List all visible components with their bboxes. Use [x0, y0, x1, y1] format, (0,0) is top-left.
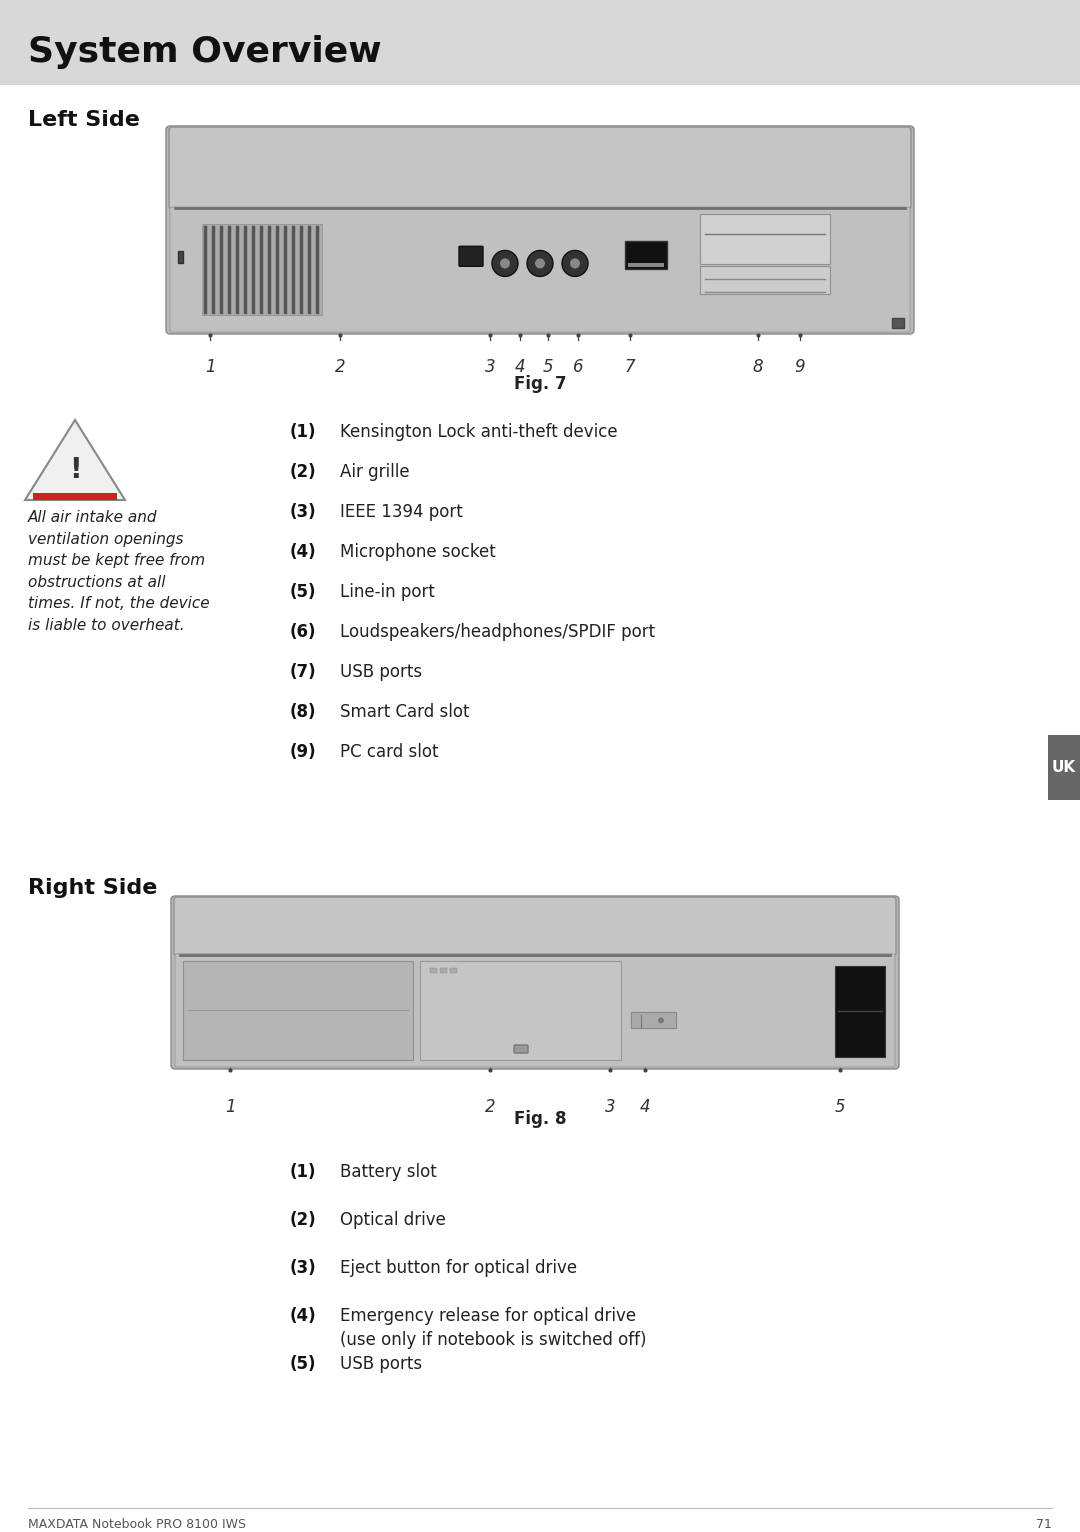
- Text: Fig. 7: Fig. 7: [514, 375, 566, 394]
- FancyBboxPatch shape: [170, 207, 910, 332]
- Text: Air grille: Air grille: [340, 463, 409, 481]
- Bar: [202, 224, 322, 316]
- Text: (6): (6): [291, 624, 316, 640]
- FancyBboxPatch shape: [166, 126, 914, 334]
- Circle shape: [500, 259, 510, 268]
- Text: 7: 7: [624, 358, 635, 375]
- Bar: [892, 319, 904, 328]
- Polygon shape: [25, 420, 125, 499]
- Polygon shape: [33, 493, 117, 499]
- Text: 3: 3: [605, 1098, 616, 1115]
- FancyBboxPatch shape: [514, 1045, 528, 1052]
- Bar: [440, 968, 447, 973]
- Text: Eject button for optical drive: Eject button for optical drive: [340, 1259, 577, 1278]
- Text: USB ports: USB ports: [340, 663, 422, 682]
- Text: (2): (2): [291, 463, 316, 481]
- Bar: [183, 961, 413, 1060]
- Circle shape: [527, 250, 553, 276]
- Circle shape: [658, 1017, 664, 1023]
- Text: (2): (2): [291, 1210, 316, 1229]
- FancyBboxPatch shape: [168, 127, 912, 208]
- Text: Line-in port: Line-in port: [340, 584, 435, 601]
- FancyBboxPatch shape: [174, 898, 896, 956]
- Circle shape: [535, 259, 545, 268]
- Text: 6: 6: [572, 358, 583, 375]
- Bar: [700, 267, 831, 294]
- Text: MAXDATA Notebook PRO 8100 IWS: MAXDATA Notebook PRO 8100 IWS: [28, 1518, 246, 1530]
- Bar: [1048, 735, 1080, 800]
- Bar: [450, 968, 457, 973]
- Text: Smart Card slot: Smart Card slot: [340, 703, 470, 722]
- Circle shape: [562, 250, 588, 276]
- Text: 4: 4: [639, 1098, 650, 1115]
- Text: All air intake and
ventilation openings
must be kept free from
obstructions at a: All air intake and ventilation openings …: [28, 510, 210, 633]
- Text: Battery slot: Battery slot: [340, 1163, 436, 1181]
- Text: Emergency release for optical drive
(use only if notebook is switched off): Emergency release for optical drive (use…: [340, 1307, 647, 1350]
- Text: Optical drive: Optical drive: [340, 1210, 446, 1229]
- Text: 5: 5: [542, 358, 553, 375]
- Text: 5: 5: [835, 1098, 846, 1115]
- Text: 9: 9: [795, 358, 806, 375]
- Text: Fig. 8: Fig. 8: [514, 1111, 566, 1128]
- Bar: [835, 965, 885, 1057]
- FancyBboxPatch shape: [459, 247, 483, 267]
- Circle shape: [492, 250, 518, 276]
- Bar: [627, 264, 664, 267]
- Text: (9): (9): [291, 743, 316, 761]
- Text: 3: 3: [485, 358, 496, 375]
- Text: (7): (7): [291, 663, 316, 682]
- Text: (4): (4): [291, 542, 316, 561]
- Text: 2: 2: [335, 358, 346, 375]
- Text: (5): (5): [291, 584, 316, 601]
- FancyBboxPatch shape: [175, 954, 895, 1066]
- Text: Left Side: Left Side: [28, 110, 140, 130]
- Text: (8): (8): [291, 703, 316, 722]
- Text: Microphone socket: Microphone socket: [340, 542, 496, 561]
- Bar: [178, 251, 183, 264]
- Bar: [700, 214, 831, 264]
- Text: 8: 8: [753, 358, 764, 375]
- Text: 71: 71: [1036, 1518, 1052, 1530]
- Bar: [631, 1013, 676, 1028]
- Text: Kensington Lock anti-theft device: Kensington Lock anti-theft device: [340, 423, 618, 441]
- Bar: [625, 241, 667, 270]
- FancyBboxPatch shape: [171, 896, 899, 1069]
- Text: (5): (5): [291, 1354, 316, 1373]
- Text: Right Side: Right Side: [28, 878, 158, 898]
- Text: System Overview: System Overview: [28, 35, 381, 69]
- Text: 4: 4: [515, 358, 525, 375]
- Text: (4): (4): [291, 1307, 316, 1325]
- Text: Loudspeakers/headphones/SPDIF port: Loudspeakers/headphones/SPDIF port: [340, 624, 656, 640]
- Text: PC card slot: PC card slot: [340, 743, 438, 761]
- Text: 2: 2: [485, 1098, 496, 1115]
- Text: (3): (3): [291, 1259, 316, 1278]
- Bar: [430, 968, 437, 973]
- Circle shape: [570, 259, 580, 268]
- Text: !: !: [69, 457, 81, 484]
- Text: IEEE 1394 port: IEEE 1394 port: [340, 502, 462, 521]
- Text: (3): (3): [291, 502, 316, 521]
- Text: 1: 1: [225, 1098, 235, 1115]
- Text: UK: UK: [1052, 760, 1076, 775]
- Text: (1): (1): [291, 423, 316, 441]
- Text: 1: 1: [205, 358, 215, 375]
- Text: USB ports: USB ports: [340, 1354, 422, 1373]
- Bar: [420, 961, 621, 1060]
- Bar: [0, 0, 1080, 84]
- Text: (1): (1): [291, 1163, 316, 1181]
